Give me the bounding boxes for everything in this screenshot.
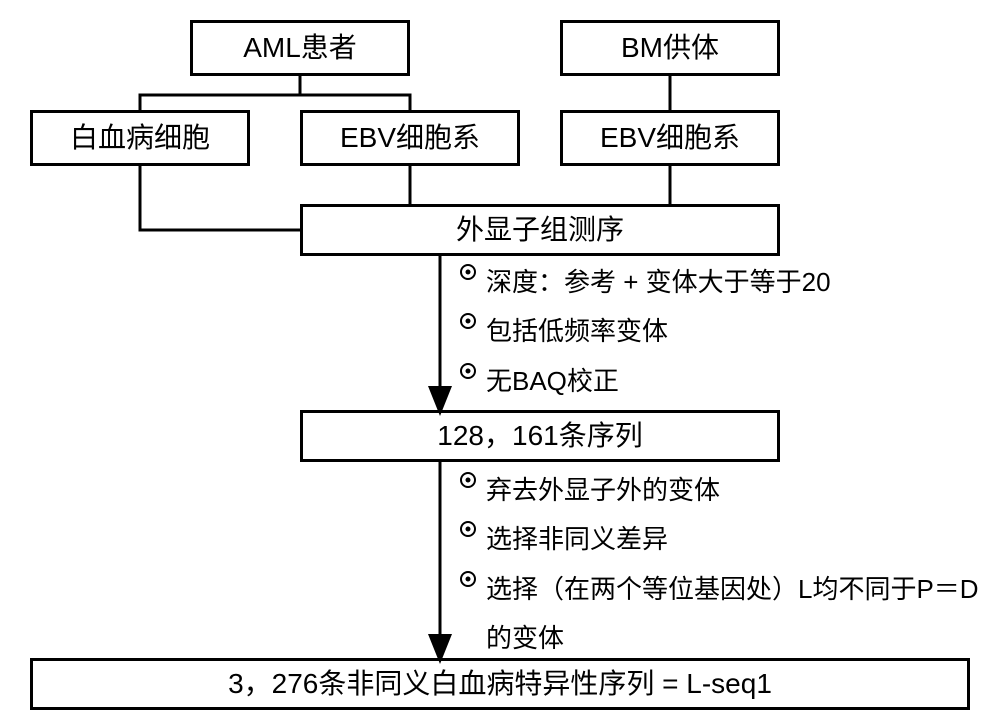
list-item: 无BAQ校正 bbox=[460, 357, 980, 406]
list-item: 选择（在两个等位基因处）L均不同于P＝D的变体 bbox=[460, 565, 980, 664]
bullet-icon bbox=[460, 313, 476, 329]
edge bbox=[140, 166, 300, 230]
bullet-icon bbox=[460, 521, 476, 537]
bullet-icon bbox=[460, 472, 476, 488]
list-item: 深度：参考 + 变体大于等于20 bbox=[460, 258, 980, 307]
list-item: 选择非同义差异 bbox=[460, 515, 980, 564]
edge bbox=[300, 76, 410, 110]
list-item: 弃去外显子外的变体 bbox=[460, 466, 980, 515]
filter-criteria-bottom: 弃去外显子外的变体 选择非同义差异 选择（在两个等位基因处）L均不同于P＝D的变… bbox=[460, 466, 980, 664]
bullet-text: 选择非同义差异 bbox=[486, 515, 980, 564]
bullet-text: 弃去外显子外的变体 bbox=[486, 466, 980, 515]
edge bbox=[140, 76, 300, 110]
bullet-text: 无BAQ校正 bbox=[486, 357, 980, 406]
list-item: 包括低频率变体 bbox=[460, 307, 980, 356]
bullet-text: 选择（在两个等位基因处）L均不同于P＝D的变体 bbox=[486, 565, 980, 664]
bullet-text: 深度：参考 + 变体大于等于20 bbox=[486, 258, 980, 307]
bullet-icon bbox=[460, 264, 476, 280]
bullet-text: 包括低频率变体 bbox=[486, 307, 980, 356]
filter-criteria-top: 深度：参考 + 变体大于等于20 包括低频率变体 无BAQ校正 bbox=[460, 258, 980, 406]
bullet-icon bbox=[460, 571, 476, 587]
bullet-icon bbox=[460, 363, 476, 379]
